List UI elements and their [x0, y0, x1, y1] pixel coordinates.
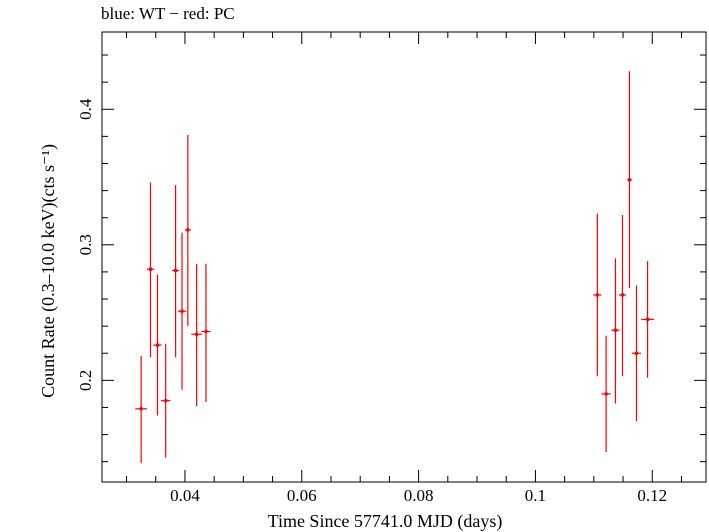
data-point [201, 263, 211, 403]
data-marker [148, 267, 153, 271]
axis-ticks [102, 32, 706, 482]
data-marker [163, 398, 168, 403]
x-tick-label: 0.1 [525, 486, 546, 505]
data-point [172, 185, 180, 358]
axis-tick-labels: 0.04 0.06 0.08 0.1 0.12 0.2 0.3 0.4 [76, 98, 667, 505]
data-point [641, 261, 655, 378]
data-marker [173, 268, 178, 273]
data-point [153, 274, 162, 416]
y-tick-label: 0.2 [76, 370, 95, 391]
data-point [593, 213, 602, 377]
data-marker [604, 392, 608, 396]
data-marker [139, 407, 143, 411]
data-point [177, 232, 187, 390]
x-tick-label: 0.06 [287, 486, 317, 505]
data-point [135, 355, 147, 464]
data-marker [645, 317, 650, 322]
data-marker [613, 328, 618, 332]
data-point [618, 214, 626, 377]
data-marker [634, 351, 639, 356]
data-marker [194, 332, 199, 337]
data-point [631, 285, 642, 422]
data-point [184, 135, 191, 327]
plot-frame [101, 31, 707, 483]
chart-title: blue: WT − red: PC [101, 4, 235, 23]
x-axis-title: Time Since 57741.0 MJD (days) [268, 511, 503, 532]
data-marker [620, 293, 625, 297]
data-marker [204, 329, 208, 334]
data-point [627, 71, 632, 289]
data-points [135, 71, 655, 464]
y-axis-title: Count Rate (0.3–10.0 keV)(cts s⁻¹) [38, 144, 59, 398]
data-marker [180, 309, 184, 314]
x-tick-label: 0.12 [637, 486, 667, 505]
data-marker [186, 228, 190, 232]
data-point [160, 343, 171, 458]
x-tick-label: 0.08 [404, 486, 434, 505]
data-marker [155, 343, 160, 347]
y-tick-label: 0.3 [76, 234, 95, 255]
data-marker [627, 177, 632, 182]
data-point [601, 335, 611, 453]
x-tick-label: 0.04 [170, 486, 200, 505]
y-tick-label: 0.4 [76, 98, 95, 120]
data-marker [595, 293, 600, 297]
data-point [611, 258, 620, 404]
data-point [191, 263, 202, 407]
data-point [146, 182, 154, 358]
